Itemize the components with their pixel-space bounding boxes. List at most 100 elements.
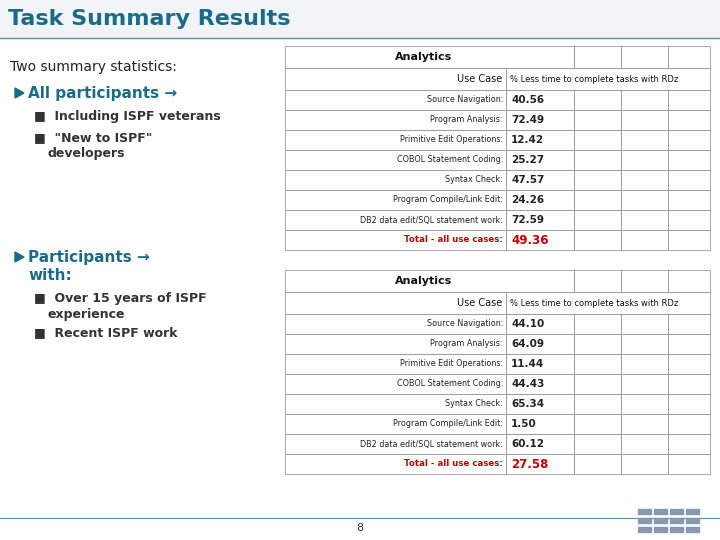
Bar (285, 68, 506, 90)
Text: Program Compile/Link Edit:: Program Compile/Link Edit: (393, 420, 503, 429)
Bar (667, 210, 710, 230)
Bar (574, 394, 621, 414)
Bar (574, 434, 621, 454)
Bar (667, 434, 710, 454)
Text: experience: experience (48, 308, 125, 321)
Bar (285, 270, 574, 292)
Text: Total - all use cases:: Total - all use cases: (404, 460, 503, 469)
Text: Analytics: Analytics (395, 52, 452, 62)
Text: ■  Recent ISPF work: ■ Recent ISPF work (34, 326, 178, 339)
Bar (285, 46, 574, 68)
Bar (574, 46, 621, 68)
Text: 8: 8 (356, 523, 364, 533)
Text: 24.26: 24.26 (511, 195, 544, 205)
Bar (667, 150, 710, 170)
Text: DB2 data edit/SQL statement work:: DB2 data edit/SQL statement work: (360, 440, 503, 449)
Bar (667, 46, 710, 68)
Bar (621, 150, 667, 170)
Bar (506, 130, 574, 150)
Bar (621, 170, 667, 190)
Bar (667, 454, 710, 474)
Bar (670, 518, 683, 523)
Text: 44.10: 44.10 (511, 319, 544, 329)
Text: Source Navigation:: Source Navigation: (427, 320, 503, 328)
Text: Program Compile/Link Edit:: Program Compile/Link Edit: (393, 195, 503, 205)
Text: Use Case: Use Case (456, 298, 502, 308)
Bar (506, 434, 574, 454)
Bar (667, 230, 710, 250)
Bar (574, 414, 621, 434)
Bar (285, 454, 506, 474)
Bar (621, 314, 667, 334)
Text: Primitive Edit Operations:: Primitive Edit Operations: (400, 136, 503, 145)
Text: 1.50: 1.50 (511, 419, 536, 429)
Bar (654, 518, 667, 523)
Bar (621, 354, 667, 374)
Bar (506, 210, 574, 230)
Bar (638, 518, 651, 523)
Bar (654, 509, 667, 514)
Bar (667, 314, 710, 334)
Text: Source Navigation:: Source Navigation: (427, 96, 503, 105)
Text: Primitive Edit Operations:: Primitive Edit Operations: (400, 360, 503, 368)
Bar (670, 509, 683, 514)
Bar (506, 90, 574, 110)
Bar (621, 374, 667, 394)
Bar (621, 90, 667, 110)
Bar (654, 527, 667, 532)
Text: ■  Over 15 years of ISPF: ■ Over 15 years of ISPF (34, 292, 207, 305)
Bar (285, 170, 506, 190)
Text: 44.43: 44.43 (511, 379, 544, 389)
Bar (285, 434, 506, 454)
Bar (506, 68, 710, 90)
Bar (574, 210, 621, 230)
Bar (667, 354, 710, 374)
Text: 40.56: 40.56 (511, 95, 544, 105)
Bar (506, 230, 574, 250)
Bar (667, 374, 710, 394)
Text: Syntax Check:: Syntax Check: (445, 400, 503, 408)
Polygon shape (15, 252, 24, 262)
Text: Program Analysis:: Program Analysis: (431, 340, 503, 348)
Bar (506, 110, 574, 130)
Text: 47.57: 47.57 (511, 175, 544, 185)
Bar (285, 150, 506, 170)
Bar (667, 394, 710, 414)
Bar (667, 190, 710, 210)
Text: Task Summary Results: Task Summary Results (8, 9, 290, 29)
Bar (285, 110, 506, 130)
Text: Two summary statistics:: Two summary statistics: (10, 60, 177, 74)
Bar (506, 292, 710, 314)
Bar (667, 90, 710, 110)
Bar (506, 374, 574, 394)
Bar (285, 210, 506, 230)
Bar (574, 190, 621, 210)
Text: Analytics: Analytics (395, 276, 452, 286)
Bar (621, 46, 667, 68)
Bar (574, 150, 621, 170)
Bar (574, 314, 621, 334)
Bar (285, 90, 506, 110)
Bar (285, 394, 506, 414)
Bar (621, 434, 667, 454)
Bar (506, 394, 574, 414)
Bar (506, 170, 574, 190)
Bar (506, 454, 574, 474)
Bar (621, 230, 667, 250)
Bar (574, 270, 621, 292)
Text: COBOL Statement Coding:: COBOL Statement Coding: (397, 156, 503, 165)
Bar (621, 270, 667, 292)
Bar (638, 527, 651, 532)
Bar (670, 527, 683, 532)
Bar (686, 518, 699, 523)
Text: developers: developers (48, 147, 125, 160)
Text: 12.42: 12.42 (511, 135, 544, 145)
Text: DB2 data edit/SQL statement work:: DB2 data edit/SQL statement work: (360, 215, 503, 225)
Bar (621, 130, 667, 150)
Bar (574, 230, 621, 250)
Text: % Less time to complete tasks with RDz: % Less time to complete tasks with RDz (510, 75, 678, 84)
Text: 64.09: 64.09 (511, 339, 544, 349)
Bar (574, 90, 621, 110)
Bar (506, 190, 574, 210)
Bar (285, 130, 506, 150)
